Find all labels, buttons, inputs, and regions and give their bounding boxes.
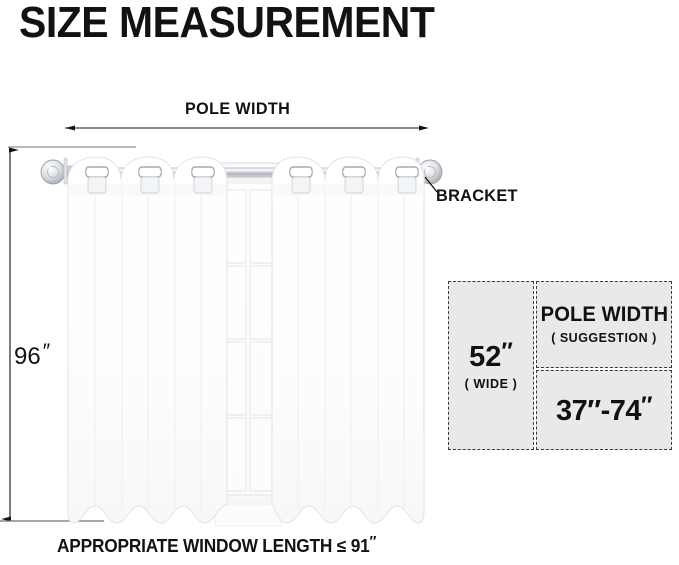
spec-cell-pole-width-range: 37″-74″: [536, 370, 672, 450]
spec-width-unit: ″: [501, 338, 513, 365]
spec-cell-pole-width-header: POLE WIDTH ( SUGGESTION ): [536, 281, 672, 368]
bottom-caption: APPROPRIATE WINDOW LENGTH ≤ 91″: [57, 533, 376, 557]
spec-pole-width-title: POLE WIDTH: [540, 303, 668, 326]
spec-width-sub: ( WIDE ): [464, 377, 518, 391]
height-value: 96: [14, 343, 41, 370]
spec-width-value: 52: [469, 341, 502, 373]
bracket-label: BRACKET: [436, 186, 518, 205]
spec-pole-width-range-row: 37″-74″: [555, 392, 653, 427]
height-unit: ″: [42, 340, 51, 363]
right-curtain-panel: [271, 156, 425, 524]
spec-table: 52″ ( WIDE ) POLE WIDTH ( SUGGESTION ) 3…: [448, 281, 672, 450]
bottom-caption-unit: ″: [369, 533, 377, 550]
bottom-caption-text: APPROPRIATE WINDOW LENGTH ≤ 91: [57, 536, 370, 556]
height-dimension-arrow: [0, 146, 136, 522]
left-curtain-panel: [67, 156, 228, 524]
spec-width-value-row: 52″: [469, 340, 513, 372]
height-label: 96″: [14, 340, 50, 371]
spec-pole-width-range-unit: ″: [641, 392, 653, 419]
spec-pole-width-range: 37″-74: [555, 395, 642, 427]
spec-cell-width: 52″ ( WIDE ): [448, 281, 534, 450]
page-title: SIZE MEASUREMENT: [19, 0, 435, 47]
spec-pole-width-sub: ( SUGGESTION ): [551, 331, 657, 345]
grommet-rings: [85, 166, 419, 194]
bracket-leader-line: [424, 176, 438, 193]
pole-width-label: POLE WIDTH: [185, 99, 291, 118]
